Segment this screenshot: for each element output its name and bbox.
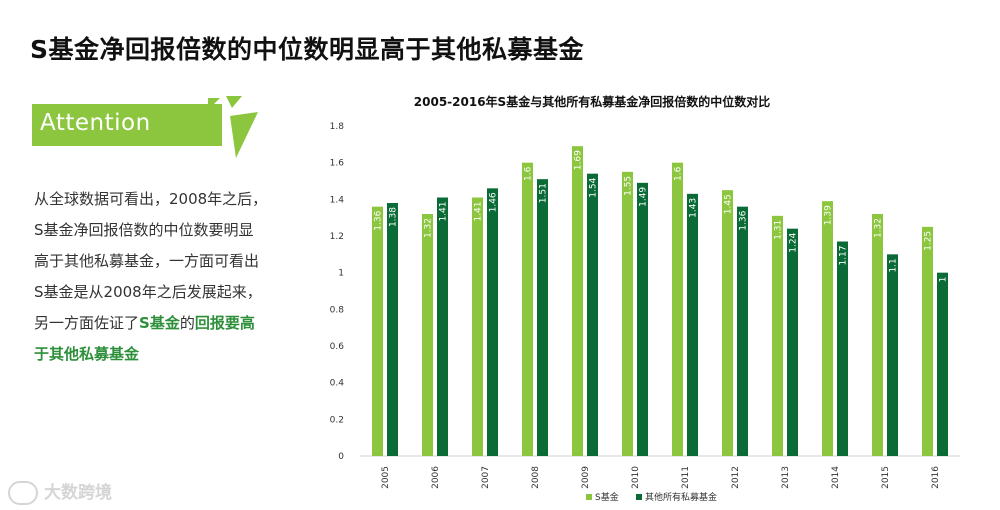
body-text: 从全球数据可看出，2008年之后， S基金净回报倍数的中位数要明显 高于其他私募… [34,184,304,370]
body-highlight: 于其他私募基金 [34,345,140,363]
x-tick-label: 2006 [431,466,441,489]
bar [487,188,498,456]
data-label: 1.54 [589,177,599,197]
data-label: 1.69 [574,150,584,170]
bar [872,214,883,456]
attention-banner: Attention [32,104,222,146]
x-tick-label: 2009 [581,466,591,489]
bar [622,171,633,456]
watermark-logo-icon [8,481,38,505]
data-label: 1.51 [539,183,549,203]
data-label: 1.49 [639,187,649,207]
bar [572,146,583,456]
bar [722,190,733,456]
data-label: 1.1 [889,258,899,272]
watermark: 大数跨境 [8,478,112,505]
bar [387,203,398,456]
body-line: S基金净回报倍数的中位数要明显 [34,221,254,239]
bar [472,197,483,456]
y-tick-label: 0 [338,452,344,462]
body-highlight: 回报要高 [194,314,255,332]
data-label: 1.32 [874,218,884,238]
body-text-plain: 的 [179,314,195,332]
x-tick-label: 2012 [731,466,741,489]
data-label: 1.25 [924,231,934,251]
y-tick-label: 0.6 [330,342,345,352]
y-tick-label: 0.4 [330,379,345,389]
data-label: 1.46 [489,192,499,212]
body-line: 于其他私募基金 [34,339,304,370]
data-label: 1.38 [389,207,399,227]
body-highlight: S基金 [139,314,180,332]
legend-entry: S基金 [595,491,619,503]
bar [922,226,933,456]
banner-label: Attention [40,110,151,136]
body-line: 高于其他私募基金，一方面可看出 [34,252,260,270]
body-line: S基金是从2008年之后发展起来， [34,283,262,301]
data-label: 1.31 [774,220,784,240]
legend-entry: 其他所有私募基金 [645,491,717,503]
y-tick-label: 1.8 [330,122,345,132]
bar [822,201,833,456]
data-label: 1.6 [524,166,534,181]
data-label: 1.17 [839,246,849,266]
y-tick-label: 1.4 [330,195,345,205]
body-line: 另一方面佐证了S基金的回报要高 [34,308,304,339]
bar [522,162,533,456]
bar [937,272,948,456]
bar [772,215,783,456]
y-tick-label: 0.8 [330,305,345,315]
x-tick-label: 2015 [881,466,891,489]
y-tick-label: 1.2 [330,232,344,242]
bar [687,193,698,456]
accent-shards-icon [208,96,258,158]
x-tick-label: 2013 [781,466,791,489]
x-tick-label: 2011 [681,466,691,489]
bar [887,254,898,456]
bar [537,179,548,456]
page-title: S基金净回报倍数的中位数明显高于其他私募基金 [30,35,585,64]
x-tick-label: 2010 [631,466,641,489]
bar [372,206,383,456]
bar [587,173,598,456]
body-text-plain: 另一方面佐证了 [34,314,140,332]
x-tick-label: 2016 [931,466,941,489]
bar [422,214,433,456]
data-label: 1.6 [674,166,684,181]
x-tick-label: 2005 [381,466,391,489]
data-label: 1.45 [724,194,734,214]
data-label: 1.24 [789,232,799,252]
data-label: 1.36 [739,210,749,230]
bar [637,182,648,456]
y-tick-label: 1 [338,269,344,279]
legend-swatch [636,494,642,500]
bar [437,197,448,456]
data-label: 1.32 [424,218,434,238]
data-label: 1.39 [824,205,834,225]
bar [837,241,848,456]
x-tick-label: 2008 [531,466,541,489]
y-tick-label: 1.6 [330,159,345,169]
data-label: 1 [939,277,949,283]
x-tick-label: 2007 [481,466,491,489]
data-label: 1.55 [624,176,634,196]
chart-title: 2005-2016年S基金与其他所有私募基金净回报倍数的中位数对比 [414,94,770,109]
data-label: 1.36 [374,210,384,230]
data-label: 1.41 [439,202,449,222]
legend-swatch [586,494,592,500]
x-tick-label: 2014 [831,466,841,489]
y-tick-label: 0.2 [330,415,344,425]
bar [737,206,748,456]
data-label: 1.43 [689,198,699,218]
bar [672,162,683,456]
bar-chart: 2005-2016年S基金与其他所有私募基金净回报倍数的中位数对比 0 0.2 0.4… [330,94,960,503]
watermark-text: 大数跨境 [44,483,112,503]
body-line: 从全球数据可看出，2008年之后， [34,190,268,208]
data-label: 1.41 [474,202,484,222]
bar [787,228,798,456]
